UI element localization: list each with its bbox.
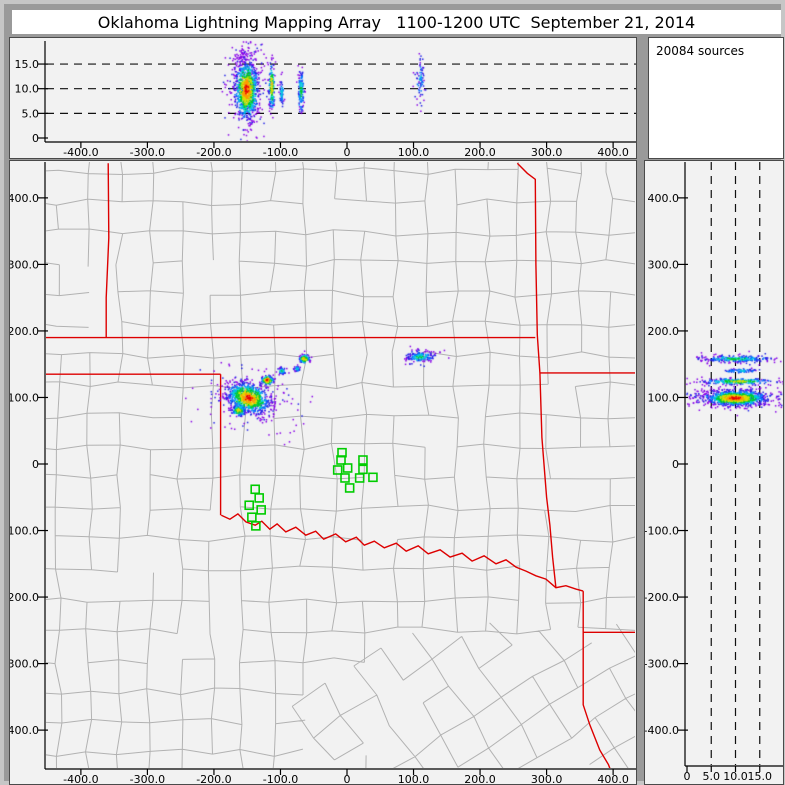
svg-text:300.0: 300.0 bbox=[531, 773, 563, 785]
county-boundaries bbox=[46, 162, 635, 768]
state-border-east-border bbox=[516, 162, 557, 588]
svg-text:5.0: 5.0 bbox=[703, 770, 721, 783]
altitude-ns-axes: 400.0 300.0 200.0 100.0 0 -100.0 -200.0 -300.0 -… bbox=[645, 162, 783, 783]
page-title: Oklahoma Lightning Mapping Array 1100-12… bbox=[97, 12, 696, 32]
lma-station-marker bbox=[256, 505, 266, 515]
svg-text:-300.0: -300.0 bbox=[10, 658, 39, 671]
svg-text:-200.0: -200.0 bbox=[196, 773, 231, 785]
svg-text:-300.0: -300.0 bbox=[130, 146, 165, 159]
svg-text:300.0: 300.0 bbox=[531, 146, 563, 159]
svg-text:0: 0 bbox=[32, 132, 39, 145]
svg-text:-400.0: -400.0 bbox=[10, 724, 39, 737]
svg-text:0: 0 bbox=[672, 458, 679, 471]
svg-text:-400.0: -400.0 bbox=[645, 724, 679, 737]
svg-text:10.0: 10.0 bbox=[723, 770, 748, 783]
svg-text:-400.0: -400.0 bbox=[63, 146, 98, 159]
svg-text:0: 0 bbox=[344, 146, 351, 159]
svg-text:0: 0 bbox=[344, 773, 351, 785]
ew-altitude-axes: 0 5.0 10.0 15.0 -400.0 -300.0 -200.0 -100.0 0 100… bbox=[15, 41, 636, 159]
svg-text:200.0: 200.0 bbox=[464, 773, 496, 785]
ew-altitude-panel: 0 5.0 10.0 15.0 -400.0 -300.0 -200.0 -100.0 0 100… bbox=[9, 37, 638, 160]
svg-text:200.0: 200.0 bbox=[464, 146, 496, 159]
svg-text:100.0: 100.0 bbox=[648, 391, 680, 404]
svg-text:400.0: 400.0 bbox=[10, 192, 39, 205]
svg-text:400.0: 400.0 bbox=[597, 773, 629, 785]
lma-station-marker bbox=[254, 493, 264, 503]
plan-view-map: 400.0 300.0 200.0 100.0 0 -100.0 -200.0 -300.0 -… bbox=[10, 162, 636, 785]
lma-station-marker bbox=[247, 512, 257, 523]
svg-text:-100.0: -100.0 bbox=[10, 525, 39, 538]
lma-station-marker bbox=[344, 483, 355, 493]
svg-text:300.0: 300.0 bbox=[648, 258, 680, 271]
svg-text:400.0: 400.0 bbox=[597, 146, 629, 159]
lma-station-marker bbox=[250, 484, 260, 495]
display-background: Oklahoma Lightning Mapping Array 1100-12… bbox=[4, 4, 785, 785]
lma-station-marker bbox=[358, 455, 368, 465]
svg-text:100.0: 100.0 bbox=[398, 146, 430, 159]
svg-text:200.0: 200.0 bbox=[10, 325, 39, 338]
svg-text:-100.0: -100.0 bbox=[263, 146, 298, 159]
svg-text:300.0: 300.0 bbox=[10, 258, 39, 271]
svg-text:-300.0: -300.0 bbox=[645, 658, 679, 671]
svg-text:-400.0: -400.0 bbox=[63, 773, 98, 785]
title-bar: Oklahoma Lightning Mapping Array 1100-12… bbox=[12, 10, 781, 34]
svg-text:-200.0: -200.0 bbox=[196, 146, 231, 159]
svg-text:15.0: 15.0 bbox=[15, 58, 40, 71]
svg-text:400.0: 400.0 bbox=[648, 192, 680, 205]
svg-text:0: 0 bbox=[32, 458, 39, 471]
svg-text:-100.0: -100.0 bbox=[645, 525, 679, 538]
svg-text:15.0: 15.0 bbox=[748, 770, 773, 783]
svg-text:0: 0 bbox=[684, 770, 691, 783]
state-border-co-ks-vertical bbox=[105, 163, 110, 338]
lma-station-marker bbox=[342, 463, 353, 473]
svg-text:100.0: 100.0 bbox=[10, 391, 39, 404]
svg-text:200.0: 200.0 bbox=[648, 325, 680, 338]
svg-text:10.0: 10.0 bbox=[15, 83, 40, 96]
sources-count-label: 20084 sources bbox=[656, 44, 745, 58]
lma-station-marker bbox=[368, 472, 378, 483]
altitude-ns-panel: 400.0 300.0 200.0 100.0 0 -100.0 -200.0 -300.0 -… bbox=[644, 160, 785, 785]
plan-view-panel: 400.0 300.0 200.0 100.0 0 -100.0 -200.0 -300.0 -… bbox=[9, 160, 638, 785]
svg-text:-200.0: -200.0 bbox=[645, 591, 679, 604]
svg-text:5.0: 5.0 bbox=[22, 107, 40, 120]
svg-text:-200.0: -200.0 bbox=[10, 591, 39, 604]
sources-box: 20084 sources bbox=[648, 37, 784, 159]
svg-text:100.0: 100.0 bbox=[398, 773, 430, 785]
svg-text:-300.0: -300.0 bbox=[130, 773, 165, 785]
state-border-red-river bbox=[221, 513, 584, 592]
lma-station-marker bbox=[358, 464, 368, 475]
svg-text:-100.0: -100.0 bbox=[263, 773, 298, 785]
